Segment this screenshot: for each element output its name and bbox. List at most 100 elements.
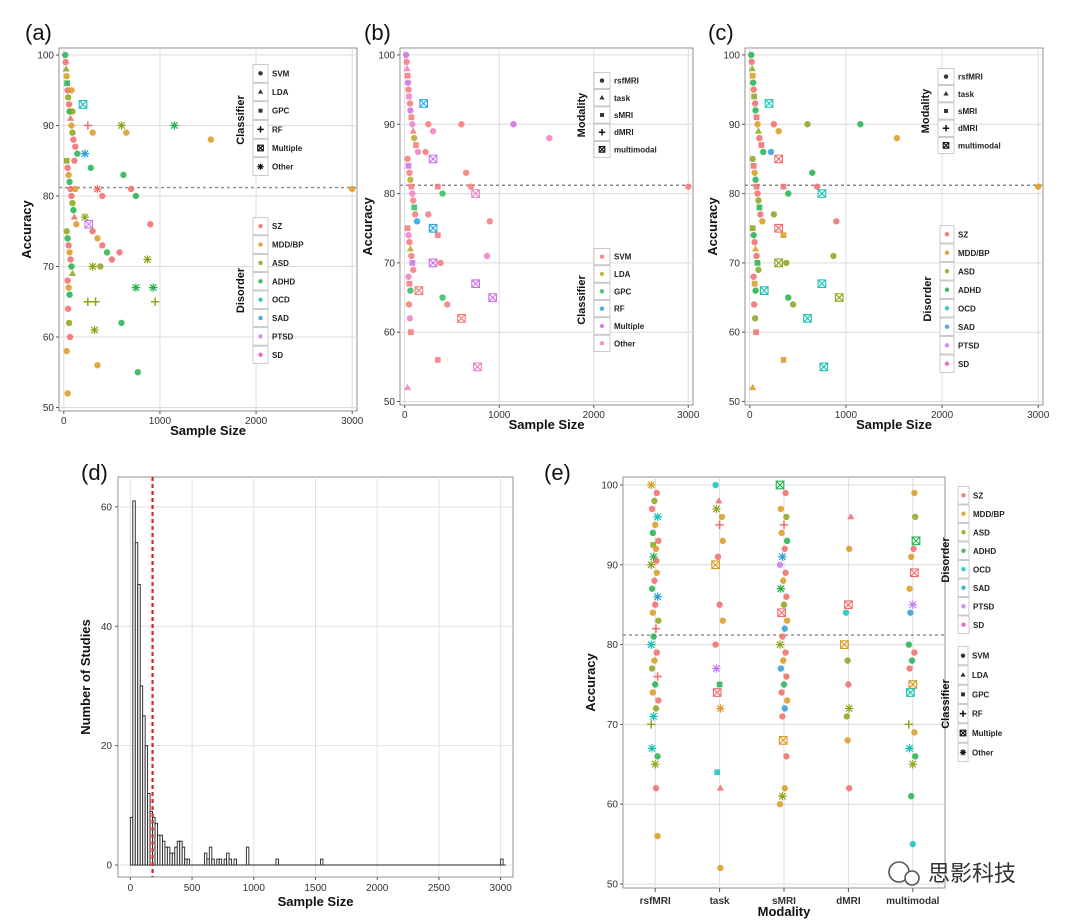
data-point xyxy=(783,513,790,521)
data-point xyxy=(483,252,491,260)
x-tick-label: 3000 xyxy=(1027,410,1050,421)
y-tick-label: 0 xyxy=(106,861,112,872)
data-point xyxy=(844,657,851,664)
y-tick-label: 100 xyxy=(378,50,395,61)
data-point xyxy=(94,235,101,242)
data-point xyxy=(685,183,692,190)
legend-label: SAD xyxy=(973,584,990,593)
y-tick-label: 90 xyxy=(607,560,619,571)
legend-label: SD xyxy=(958,360,969,369)
data-point xyxy=(750,273,757,280)
legend-label: OCD xyxy=(958,304,976,313)
legend-label: LDA xyxy=(272,88,289,97)
data-point xyxy=(647,480,656,490)
data-point xyxy=(150,297,160,306)
data-point xyxy=(716,601,723,608)
data-point xyxy=(74,150,81,157)
data-points xyxy=(748,51,1042,391)
legend-label: ADHD xyxy=(272,277,295,286)
data-point xyxy=(775,640,785,649)
data-point xyxy=(817,279,827,289)
data-point xyxy=(780,681,788,688)
data-point xyxy=(64,80,71,87)
legend-label: PTSD xyxy=(272,332,294,341)
panel-label: (d) xyxy=(81,460,108,485)
legend-key-symbol xyxy=(599,289,605,294)
data-point xyxy=(63,72,70,80)
data-point xyxy=(650,541,657,548)
legend-key-symbol xyxy=(961,511,966,516)
legend-label: Other xyxy=(272,163,293,172)
x-tick-label: 2000 xyxy=(931,410,954,421)
data-point xyxy=(751,169,758,176)
data-point xyxy=(754,121,761,128)
data-point xyxy=(458,121,465,128)
data-point xyxy=(649,689,656,696)
data-point xyxy=(62,58,69,66)
data-point xyxy=(64,94,72,101)
legend-disorder-a: Disorder SZ MDD/BP ASD ADHD OCD SAD PTSD SD xyxy=(235,217,304,364)
data-point xyxy=(770,121,778,128)
legend-key-symbol xyxy=(944,250,950,255)
data-point xyxy=(777,665,784,672)
x-axis-title: Modality xyxy=(758,904,811,919)
data-point xyxy=(64,390,71,397)
data-point xyxy=(651,497,658,505)
data-point xyxy=(462,169,470,176)
legend-key-symbol xyxy=(258,242,263,247)
data-point xyxy=(755,197,762,204)
x-tick-label: 1000 xyxy=(835,410,858,421)
data-point xyxy=(90,325,99,335)
data-point xyxy=(73,221,80,228)
data-point xyxy=(718,513,726,521)
legend-label: GPC xyxy=(614,287,632,296)
data-point xyxy=(777,608,786,618)
legend-title: Disorder xyxy=(235,267,247,313)
legend-label: Multiple xyxy=(272,144,303,153)
legend-label: sMRI xyxy=(958,107,977,116)
legend-title: Classifier xyxy=(235,95,247,145)
data-point xyxy=(429,127,437,135)
data-point xyxy=(65,242,72,249)
legend-key-symbol xyxy=(960,672,966,677)
data-point xyxy=(405,162,412,169)
legend-key-symbol xyxy=(258,71,263,76)
panel-label: (b) xyxy=(364,20,391,45)
histogram-bar xyxy=(500,858,504,866)
data-point xyxy=(783,259,790,267)
data-point xyxy=(488,293,497,302)
legend-key-symbol xyxy=(257,89,264,94)
data-point xyxy=(409,127,417,134)
data-point xyxy=(845,704,854,713)
data-point xyxy=(711,560,720,570)
data-point xyxy=(131,283,141,292)
data-point xyxy=(406,93,412,100)
histogram-bars xyxy=(129,500,506,866)
legend-label: SVM xyxy=(614,253,632,262)
panel-c: (c) 0 1000 2000 3000 50 60 70 80 90 100 Modality rsf… xyxy=(705,20,1050,432)
y-tick-label: 60 xyxy=(607,800,619,811)
data-point xyxy=(403,64,411,72)
data-point xyxy=(774,223,783,233)
data-point xyxy=(66,114,75,121)
legend-key-symbol xyxy=(944,269,950,274)
data-point xyxy=(781,545,788,553)
panel-d: (d) 0 500 1000 1500 2000 2500 3000 0 20 40 60 Sample… xyxy=(78,460,514,909)
legend-key-symbol xyxy=(961,548,966,553)
data-point xyxy=(752,176,759,183)
data-point xyxy=(405,231,412,239)
watermark: 思影科技 xyxy=(888,861,1016,887)
legend-key-symbol xyxy=(943,74,949,79)
data-point xyxy=(908,657,916,664)
legend-label: ASD xyxy=(272,259,289,268)
data-point xyxy=(65,319,73,327)
data-point xyxy=(403,58,410,66)
data-point xyxy=(781,785,788,792)
data-point xyxy=(69,129,76,136)
data-point xyxy=(753,329,759,336)
data-point xyxy=(776,584,785,593)
data-point xyxy=(404,155,411,163)
legend-key-symbol xyxy=(961,493,966,498)
y-tick-label: 70 xyxy=(384,258,396,269)
x-tick-label: 3000 xyxy=(677,410,700,421)
